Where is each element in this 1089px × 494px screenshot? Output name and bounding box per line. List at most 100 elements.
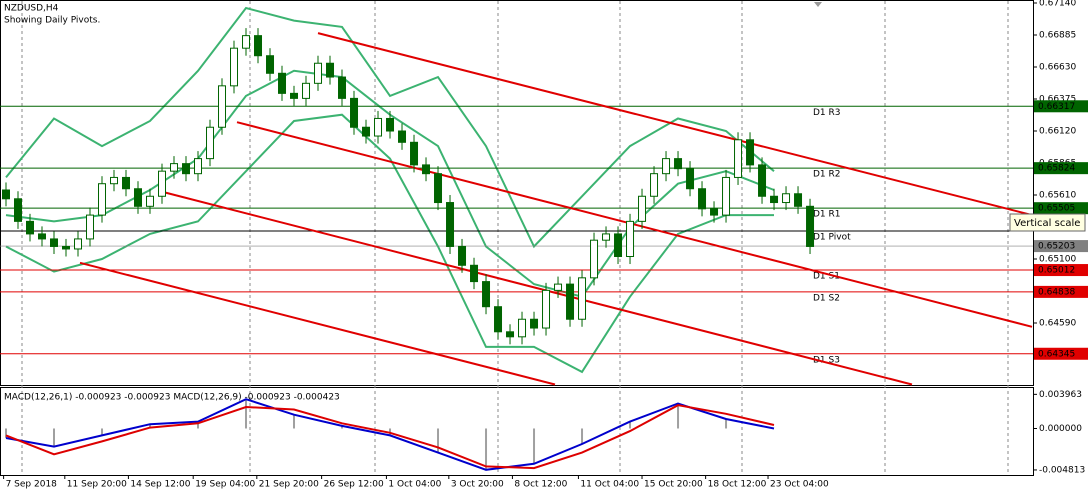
time-grid	[21, 1, 1009, 475]
candle-body	[566, 283, 575, 320]
shift-marker[interactable]	[814, 2, 822, 7]
candle-body	[182, 163, 191, 175]
y-tick-label: 0.000000	[1039, 424, 1082, 434]
histogram-bar	[149, 424, 152, 429]
candle-body	[614, 233, 623, 257]
price-panel	[0, 0, 1034, 386]
candle-body	[782, 193, 791, 204]
candle-body	[650, 173, 659, 197]
histogram-bar	[725, 419, 728, 429]
y-tick-label: 0.65610	[1039, 191, 1076, 201]
candle-body	[458, 245, 467, 266]
candle-body	[698, 188, 707, 210]
price-tag-text: 0.64345	[1038, 349, 1075, 359]
x-tick-label: 15 Oct 20:00	[644, 480, 703, 490]
histogram-bar	[533, 428, 536, 464]
candle-body	[350, 97, 359, 128]
histogram-bar	[581, 428, 584, 444]
candle-body	[218, 85, 227, 128]
candle-body	[74, 238, 83, 250]
candle-body	[662, 158, 671, 175]
candle-body	[806, 205, 815, 247]
candle-body	[542, 289, 551, 329]
indicator-note: Showing Daily Pivots.	[4, 16, 100, 26]
candle-body	[590, 239, 599, 279]
price-tag-text: 0.64838	[1038, 287, 1075, 297]
candle-body	[266, 55, 275, 74]
candle-body	[362, 126, 371, 137]
y-tick-label: 0.65100	[1039, 255, 1076, 265]
candle-body	[206, 126, 215, 160]
candle-body	[578, 277, 587, 320]
price-tag-text: 0.65203	[1038, 242, 1075, 252]
y-tick-label: 0.66885	[1039, 31, 1076, 41]
candle-body	[530, 318, 539, 329]
x-tick-label: 21 Sep 20:00	[259, 480, 319, 490]
histogram-bar	[5, 428, 8, 438]
candle-body	[170, 163, 179, 172]
x-tick-label: 26 Sep 12:00	[324, 480, 384, 490]
histogram-bar	[293, 414, 296, 429]
candle-body	[746, 139, 755, 166]
tooltip-box	[1009, 213, 1086, 232]
pivot-label: D1 R3	[813, 108, 841, 118]
candle-body	[242, 35, 251, 49]
candle-body	[686, 168, 695, 190]
channel-line	[164, 191, 913, 386]
candle-body	[338, 76, 347, 99]
candle-body	[398, 130, 407, 143]
candle-body	[98, 183, 107, 216]
candle-body	[734, 139, 743, 178]
band-upper	[5, 6, 775, 249]
candle-body	[290, 92, 299, 99]
price-tag-text: 0.65505	[1038, 204, 1075, 214]
candle-body	[434, 173, 443, 204]
histogram-bar	[101, 428, 104, 436]
channel-line	[317, 32, 1033, 217]
candle-body	[770, 195, 779, 204]
candle-body	[50, 238, 59, 247]
price-tag-text: 0.66317	[1038, 102, 1075, 112]
band-middle	[5, 69, 775, 298]
candle-body	[38, 233, 47, 240]
histogram-bar	[629, 421, 632, 429]
pivot-label: D1 R2	[813, 170, 841, 180]
candle-body	[230, 47, 239, 87]
candle-body	[794, 193, 803, 207]
candle-body	[302, 82, 311, 99]
macd-panel	[0, 387, 1034, 476]
candle-body	[62, 245, 71, 250]
candle-body	[26, 220, 35, 235]
channel-line	[236, 121, 1033, 328]
symbol-label: NZDUSD,H4	[4, 4, 59, 14]
candle-body	[278, 72, 287, 94]
y-tick-label: 0.67140	[1039, 0, 1076, 9]
pivot-label: D1 S2	[813, 293, 840, 303]
y-tick-label: 0.003963	[1039, 390, 1082, 400]
macd-line	[5, 398, 775, 471]
x-tick-label: 3 Oct 20:00	[451, 480, 504, 490]
candle-body	[638, 195, 647, 222]
candle-body	[554, 283, 563, 291]
price-tag-text: 0.65012	[1038, 266, 1075, 276]
candle-body	[374, 117, 383, 137]
histogram-bar	[485, 428, 488, 470]
histogram-bar	[437, 428, 440, 453]
histogram-bar	[341, 425, 344, 429]
pivot-label: D1 S1	[813, 272, 840, 282]
candle-body	[506, 331, 515, 338]
x-tick-label: 14 Sep 12:00	[130, 480, 190, 490]
histogram-bar	[197, 421, 200, 429]
candle-body	[518, 318, 527, 338]
y-tick-label: -0.004813	[1039, 465, 1085, 475]
candle-body	[86, 214, 95, 240]
candle-body	[722, 176, 731, 216]
y-tick-label: 0.66375	[1039, 95, 1076, 105]
price-tag-text: 0.65824	[1038, 164, 1075, 174]
pivot-label: D1 Pivot	[813, 233, 851, 243]
histogram-bar	[245, 399, 248, 429]
y-tick-label: 0.66630	[1039, 63, 1076, 73]
histogram-bar	[677, 403, 680, 429]
candle-body	[626, 220, 635, 257]
